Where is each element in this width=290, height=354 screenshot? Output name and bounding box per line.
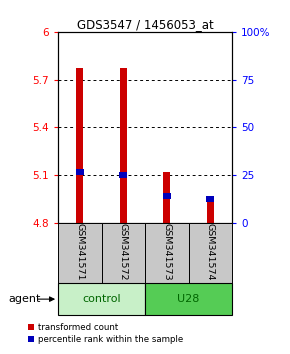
Bar	[120, 69, 126, 223]
Text: GSM341573: GSM341573	[162, 223, 171, 281]
Bar	[58, 283, 145, 315]
Bar	[76, 169, 84, 175]
Text: agent: agent	[9, 294, 41, 304]
Bar	[119, 172, 127, 178]
Title: GDS3547 / 1456053_at: GDS3547 / 1456053_at	[77, 18, 213, 31]
Text: GSM341572: GSM341572	[119, 223, 128, 281]
Text: U28: U28	[177, 294, 200, 304]
Bar	[163, 193, 171, 199]
Bar	[164, 172, 170, 223]
Legend: transformed count, percentile rank within the sample: transformed count, percentile rank withi…	[28, 323, 183, 344]
Bar	[145, 283, 232, 315]
Text: GSM341574: GSM341574	[206, 223, 215, 281]
Bar	[188, 223, 232, 283]
Text: control: control	[82, 294, 121, 304]
Bar	[207, 202, 213, 223]
Bar	[58, 223, 102, 283]
Text: GSM341571: GSM341571	[75, 223, 84, 281]
Bar	[102, 223, 145, 283]
Bar	[77, 69, 83, 223]
Bar	[206, 196, 214, 202]
Bar	[145, 223, 188, 283]
